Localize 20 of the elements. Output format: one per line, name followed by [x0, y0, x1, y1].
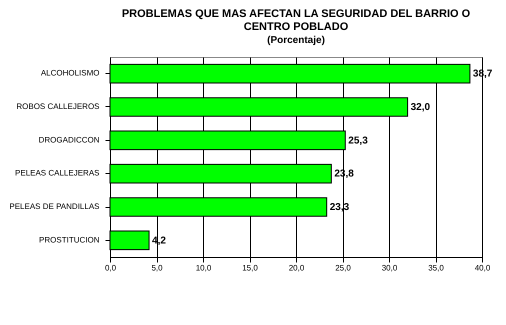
x-tick-label: 10,0 — [196, 264, 212, 272]
y-tick-label: PELEAS DE PANDILLAS — [9, 202, 100, 211]
y-tick-label: ROBOS CALLEJEROS — [16, 102, 100, 111]
x-tick-label: 20,0 — [288, 264, 305, 272]
data-label: 32,0 — [410, 102, 430, 113]
x-tick-label: 5,0 — [151, 264, 164, 272]
y-tick-label: DROGADICCON — [38, 135, 100, 144]
x-tick-label: 40,0 — [474, 264, 491, 272]
data-label: 25,3 — [348, 135, 368, 146]
bar — [110, 230, 150, 250]
y-tick-label: PROSTITUCION — [39, 235, 100, 244]
x-tick-label: 15,0 — [242, 264, 258, 272]
x-tick-label: 25,0 — [335, 264, 352, 272]
x-tick-label: 35,0 — [428, 264, 444, 272]
chart-title: PROBLEMAS QUE MAS AFECTAN LA SEGURIDAD DEL BARRIO O CENTRO POBLADO — [122, 8, 471, 33]
x-tick-label: 30,0 — [382, 264, 398, 272]
y-tick-label: PELEAS CALLEJERAS — [15, 168, 100, 178]
x-tick-label: 0,0 — [104, 264, 117, 272]
chart-subtitle: (Porcentaje) — [267, 35, 325, 46]
y-tick-label: ALCOHOLISMO — [40, 68, 100, 78]
